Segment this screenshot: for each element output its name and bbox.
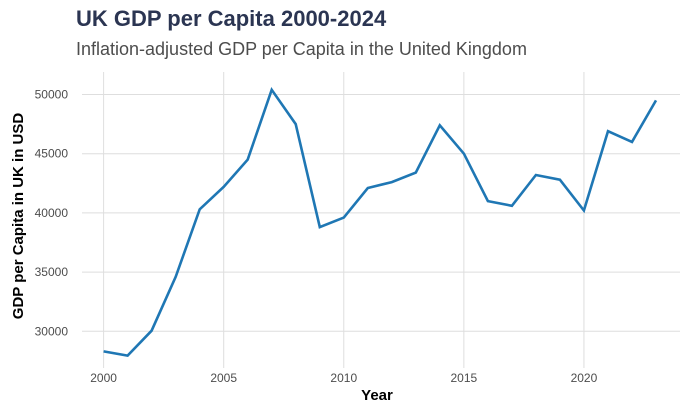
- x-tick-label: 2005: [210, 371, 237, 385]
- y-tick-label: 30000: [35, 324, 69, 338]
- tick-labels: 30000 35000 40000 45000 50000 2000 2005 2010 201…: [35, 87, 598, 385]
- chart-subtitle: Inflation-adjusted GDP per Capita in the…: [76, 39, 527, 59]
- y-axis-title: GDP per Capita in UK in USD: [10, 113, 27, 320]
- x-axis-title: Year: [361, 387, 393, 404]
- x-tick-label: 2020: [571, 371, 598, 385]
- chart-title: UK GDP per Capita 2000-2024: [76, 6, 387, 31]
- y-tick-label: 40000: [35, 206, 69, 220]
- y-tick-label: 35000: [35, 265, 69, 279]
- series-line: [103, 86, 658, 357]
- gridlines: [82, 72, 680, 368]
- y-tick-label: 45000: [35, 147, 69, 161]
- x-tick-label: 2015: [451, 371, 478, 385]
- y-tick-label: 50000: [35, 87, 69, 101]
- x-tick-label: 2000: [90, 371, 117, 385]
- x-tick-label: 2010: [330, 371, 357, 385]
- series-lines: [103, 86, 658, 357]
